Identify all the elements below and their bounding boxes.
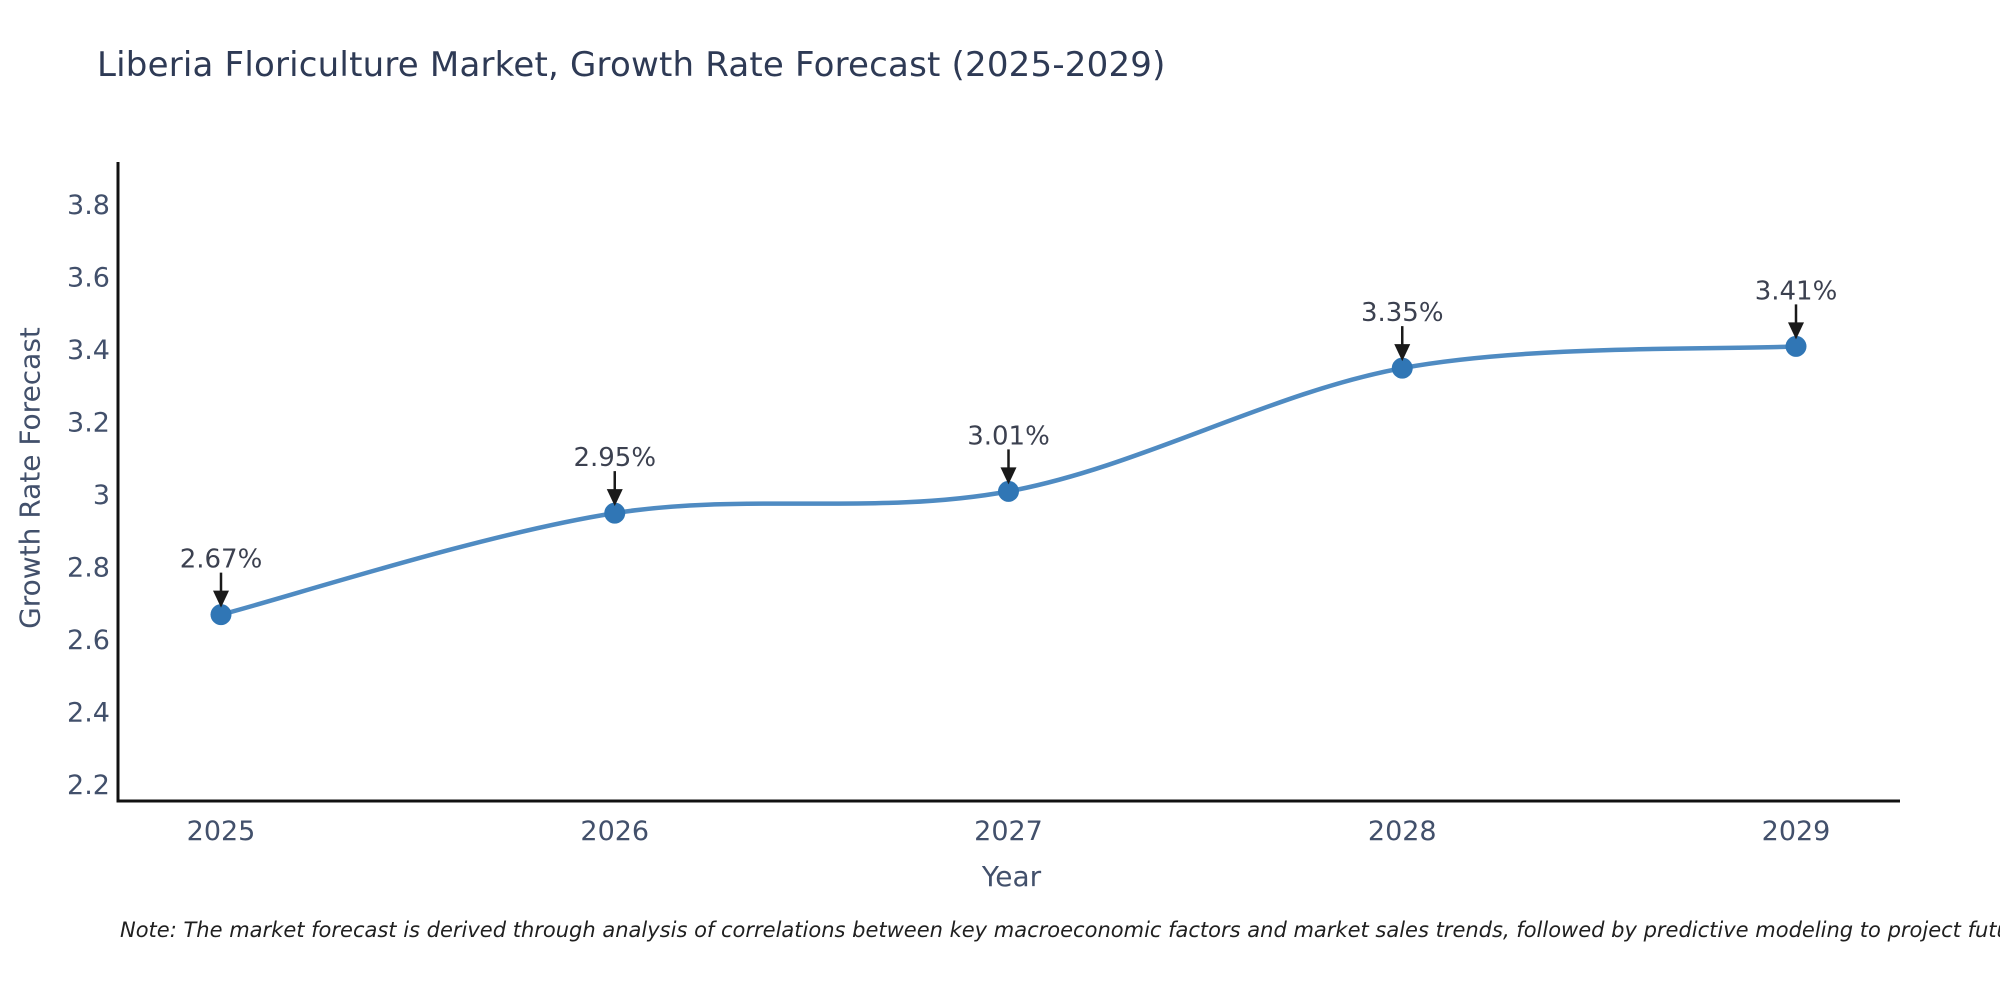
y-tick-label: 3.2 — [67, 408, 110, 439]
chart-title: Liberia Floriculture Market, Growth Rate… — [97, 45, 1166, 85]
data-point-marker — [998, 480, 1019, 502]
data-point-label: 2.95% — [573, 443, 656, 473]
annotation-arrowhead — [213, 590, 229, 608]
y-tick-label: 2.4 — [67, 698, 110, 729]
y-tick-label: 2.2 — [67, 770, 110, 801]
annotation-arrowhead — [1000, 467, 1017, 485]
data-point-label: 3.35% — [1361, 298, 1444, 328]
data-point-marker — [1785, 335, 1807, 357]
annotation-arrowhead — [1788, 322, 1804, 340]
y-tick-label: 3.6 — [67, 263, 110, 294]
y-tick-label: 3.8 — [67, 190, 110, 221]
x-tick-label: 2026 — [580, 816, 649, 847]
data-point-label: 3.01% — [967, 421, 1050, 451]
y-tick-label: 3.4 — [67, 335, 110, 366]
data-point-label: 2.67% — [180, 545, 263, 575]
data-point-label: 3.41% — [1755, 276, 1838, 306]
x-tick-label: 2027 — [974, 816, 1043, 847]
x-axis-title: Year — [981, 860, 1042, 893]
data-point-marker — [604, 502, 626, 524]
y-tick-label: 2.8 — [67, 553, 110, 584]
y-tick-label: 3 — [93, 480, 110, 511]
y-tick-label: 2.6 — [67, 625, 110, 656]
x-tick-label: 2028 — [1368, 816, 1437, 847]
annotation-arrowhead — [606, 489, 623, 507]
x-tick-label: 2025 — [187, 816, 256, 847]
data-point-marker — [1391, 357, 1413, 379]
data-point-marker — [210, 604, 232, 626]
annotation-arrowhead — [1394, 344, 1411, 362]
footnote: Note: The market forecast is derived thr… — [120, 918, 2000, 942]
x-tick-label: 2029 — [1762, 816, 1831, 847]
